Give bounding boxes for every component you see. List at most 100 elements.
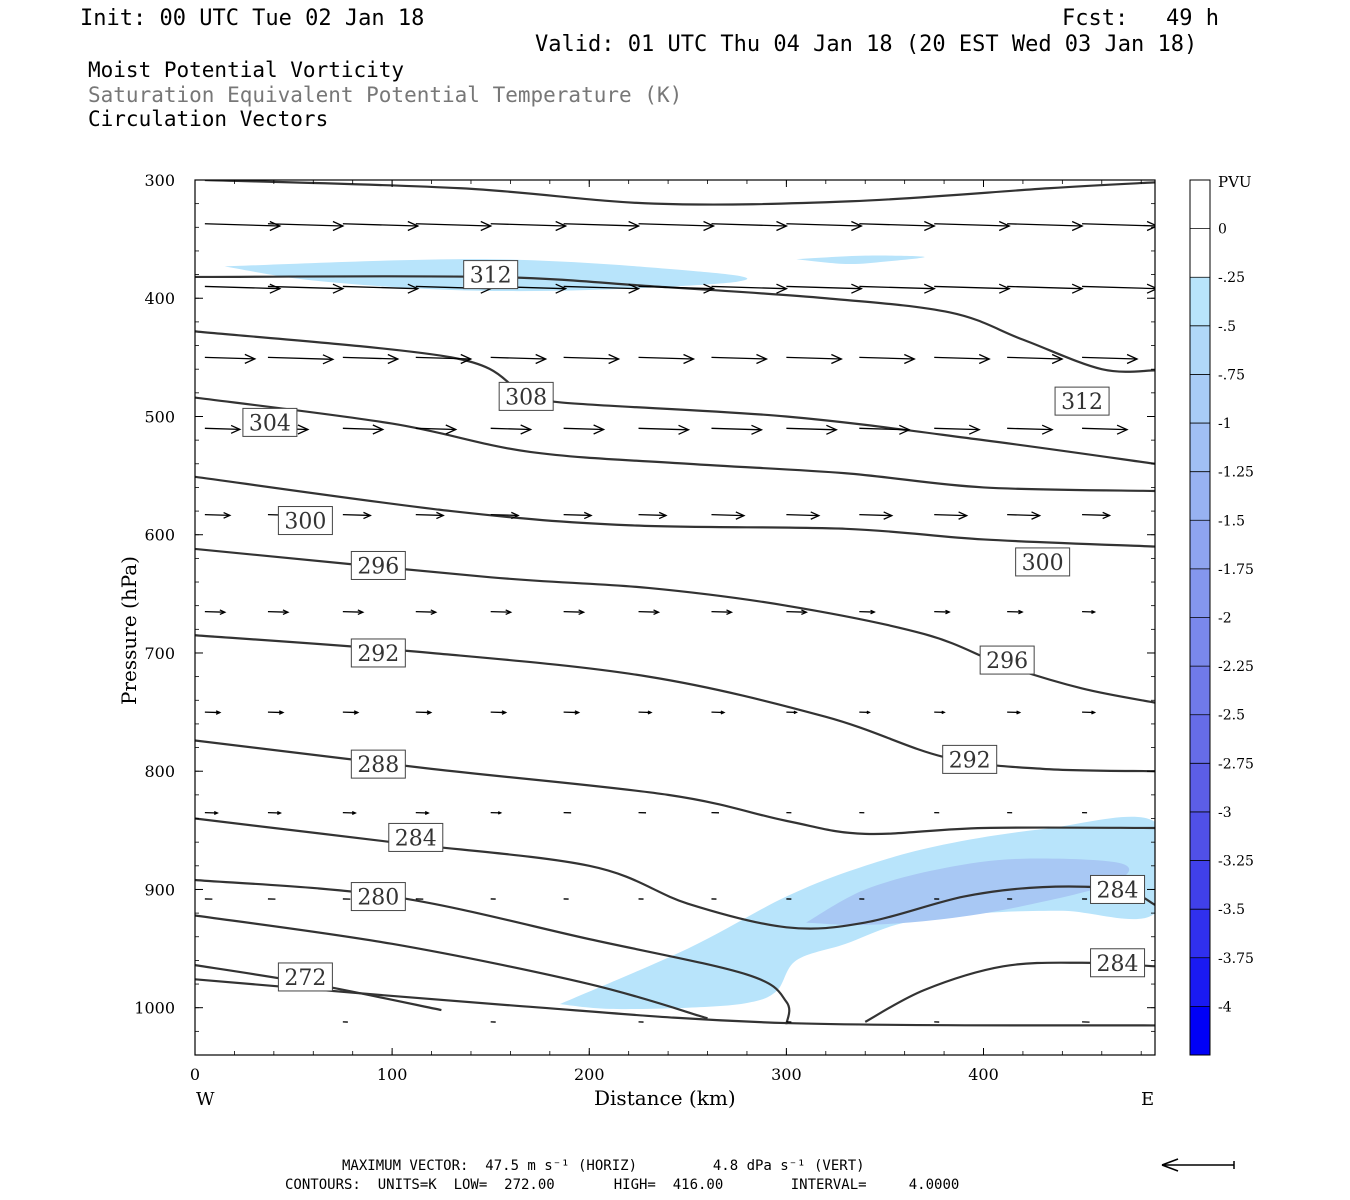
vector-head — [1016, 710, 1022, 715]
circulation-vector — [204, 424, 242, 434]
theta-contour-1 — [195, 275, 1155, 373]
vector-shaft — [638, 513, 667, 517]
vector-shaft — [563, 427, 604, 431]
contour-label: 296 — [350, 550, 406, 580]
contour-label-text: 288 — [357, 753, 399, 778]
vector-shaft — [563, 285, 639, 290]
vector-head — [445, 424, 458, 435]
vector-shaft — [204, 610, 225, 613]
vector-shaft — [415, 513, 444, 517]
colorbar-cell — [1190, 568, 1210, 618]
theta-contour-10 — [195, 914, 708, 1020]
colorbar-label: -2.5 — [1218, 708, 1245, 724]
circulation-vector — [859, 424, 911, 435]
reference-vector-arrow-icon — [1161, 1158, 1235, 1172]
vector-head — [578, 609, 586, 616]
circulation-vector — [1007, 710, 1022, 715]
vector-head — [357, 609, 365, 616]
colorbar-label: -3 — [1218, 805, 1232, 821]
circulation-vector — [786, 283, 863, 294]
vector-shaft — [204, 285, 280, 290]
colorbar-cell — [1190, 520, 1210, 569]
vector-shaft — [786, 427, 837, 431]
pv-region-3 — [806, 858, 1130, 926]
circulation-vector — [415, 424, 458, 435]
vector-head — [998, 220, 1011, 232]
theta-contour-0 — [204, 180, 1155, 206]
vector-shaft — [711, 356, 767, 360]
vector-shaft — [563, 513, 592, 517]
vector-shaft — [342, 427, 383, 431]
colorbar-label: -1.75 — [1218, 562, 1254, 578]
vector-shaft — [563, 610, 584, 613]
theta-contour-7 — [195, 739, 1155, 836]
vector-head — [941, 710, 946, 715]
vector-shaft — [415, 356, 471, 360]
vector-head — [1041, 424, 1054, 435]
contour-label: 292 — [942, 744, 998, 774]
max-vector-note: MAXIMUM VECTOR: 47.5 m s⁻¹ (HORIZ) 4.8 d… — [342, 1158, 865, 1174]
vector-head — [1051, 353, 1064, 365]
vector-head — [332, 283, 345, 294]
contour-label-text: 272 — [284, 966, 326, 991]
circulation-vector — [267, 354, 335, 365]
circulation-vector — [859, 511, 894, 520]
vector-head — [223, 511, 232, 519]
circulation-vector — [563, 220, 641, 232]
east-label: E — [1141, 1089, 1154, 1110]
contour-label: 284 — [1090, 948, 1146, 978]
vector-head — [653, 609, 661, 616]
vector-head — [776, 283, 789, 294]
colorbar-cell — [1190, 325, 1210, 375]
circulation-vector — [859, 353, 916, 365]
colorbar-label: 0 — [1218, 222, 1227, 238]
vector-shaft — [786, 223, 862, 227]
vector-shaft — [490, 223, 566, 227]
vector-shaft — [638, 610, 659, 613]
vector-head — [278, 710, 285, 715]
circulation-vector — [490, 353, 548, 365]
vector-shaft — [859, 513, 892, 517]
colorbar-label: -4 — [1218, 999, 1232, 1015]
theta-contour-5 — [195, 547, 1155, 704]
contour-label: 312 — [463, 260, 519, 290]
vector-shaft — [342, 513, 371, 517]
colorbar-cell — [1190, 277, 1210, 326]
colorbar-cell — [1190, 909, 1210, 958]
vector-head — [213, 810, 219, 815]
vector-head — [269, 220, 282, 232]
circulation-vector — [1082, 511, 1112, 520]
theta-contour-9 — [195, 878, 791, 1025]
vector-head — [735, 511, 746, 520]
vector-shaft — [1082, 427, 1128, 431]
vector-head — [608, 353, 621, 365]
vector-head — [424, 810, 430, 815]
vector-head — [593, 424, 606, 435]
circulation-vector — [563, 353, 621, 365]
vector-shaft — [267, 610, 288, 613]
circulation-vector — [563, 710, 581, 715]
vector-shaft — [1007, 513, 1040, 517]
circulation-vector — [1007, 283, 1084, 294]
vector-shaft — [859, 223, 935, 227]
contour-label: 296 — [979, 645, 1035, 675]
contour-label-text: 300 — [284, 510, 326, 535]
vector-head — [628, 220, 641, 232]
circulation-vector — [1007, 353, 1064, 365]
vector-head — [460, 353, 473, 365]
field-title-mpv: Moist Potential Vorticity — [88, 58, 405, 82]
vector-shaft — [415, 427, 456, 431]
contour-label-box — [242, 407, 298, 437]
vector-head — [899, 424, 911, 435]
vector-head — [426, 710, 433, 715]
vector-head — [924, 220, 936, 232]
vector-shaft — [563, 356, 619, 360]
contour-label-text: 284 — [1097, 878, 1139, 903]
vector-head — [998, 283, 1011, 294]
vector-head — [978, 353, 991, 365]
vector-shaft — [1082, 356, 1138, 360]
contour-label: 280 — [350, 882, 406, 912]
vector-shaft — [934, 513, 967, 517]
circulation-vector — [563, 609, 586, 616]
circulation-vector — [786, 710, 798, 715]
